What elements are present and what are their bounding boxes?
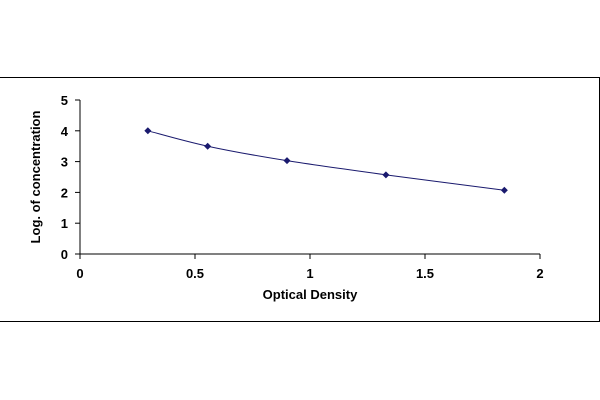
x-tick-label: 2 [536, 266, 543, 281]
data-point-marker [204, 142, 212, 150]
y-tick-label: 3 [61, 155, 68, 170]
data-point-marker [500, 186, 508, 194]
data-point-marker [382, 171, 390, 179]
y-tick-label: 5 [61, 93, 68, 108]
x-axis-ticks: 0 0.5 1 1.5 2 [76, 254, 544, 281]
y-axis-ticks: 0 1 2 3 4 5 [61, 93, 80, 262]
x-tick-label: 0.5 [186, 266, 204, 281]
y-tick-label: 2 [61, 185, 68, 200]
y-tick-label: 0 [61, 247, 68, 262]
x-tick-label: 1.5 [416, 266, 434, 281]
data-point-marker [283, 157, 291, 165]
y-tick-label: 4 [61, 124, 69, 139]
x-tick-label: 0 [76, 266, 83, 281]
y-axis-title: Log. of concentration [28, 111, 43, 244]
data-point-marker [144, 127, 152, 135]
trendline [147, 130, 505, 191]
data-points [144, 127, 508, 194]
y-tick-label: 1 [61, 216, 68, 231]
x-tick-label: 1 [306, 266, 313, 281]
x-axis-title: Optical Density [263, 287, 358, 302]
